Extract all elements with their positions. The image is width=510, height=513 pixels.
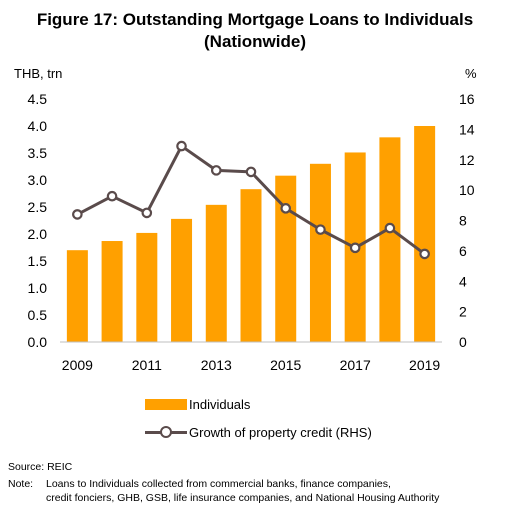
growth-point-2012 — [176, 140, 187, 152]
left-axis-unit: THB, trn — [14, 66, 63, 81]
growth-point-2015 — [280, 203, 292, 214]
chart-title-line1: Figure 17: Outstanding Mortgage Loans to… — [36, 10, 474, 29]
x-axis-tick-label: 2019 — [409, 357, 440, 373]
bar-2014 — [240, 189, 262, 342]
legend-bar-swatch — [145, 398, 187, 410]
bar-2009 — [66, 250, 88, 342]
right-axis-tick-label: 16 — [459, 91, 475, 107]
growth-point-2017 — [349, 242, 361, 254]
bar-2012 — [171, 218, 193, 342]
note-text-1: Loans to Individuals collected from comm… — [46, 478, 391, 490]
note-label: Note: — [8, 478, 34, 490]
bar-2019 — [414, 126, 436, 342]
right-axis-tick-label: 8 — [459, 213, 467, 229]
x-axis-tick-label: 2013 — [201, 357, 232, 373]
right-axis-tick-label: 12 — [459, 152, 475, 168]
left-axis-tick-label: 2.5 — [28, 199, 48, 215]
right-axis-tick-label: 10 — [459, 182, 475, 198]
right-axis-tick-label: 0 — [459, 334, 467, 350]
chart-title-line2: (Nationwide) — [204, 32, 306, 51]
x-axis-tick-label: 2009 — [62, 357, 93, 373]
legend-bars-label: Individuals — [189, 396, 251, 412]
source-text: Source: REIC — [8, 461, 73, 473]
right-axis-tick-label: 6 — [459, 243, 467, 259]
bar-2013 — [205, 204, 227, 342]
right-axis-tick-label: 14 — [459, 121, 475, 137]
legend-line-swatch — [145, 426, 187, 438]
x-axis-tick-label: 2011 — [132, 357, 162, 373]
bar-2018 — [379, 137, 401, 342]
right-axis-tick-label: 4 — [459, 273, 467, 289]
left-axis-tick-label: 3.5 — [28, 145, 48, 161]
note-line-1: Note: Loans to Individuals collected from… — [8, 477, 391, 491]
growth-point-2010 — [106, 190, 118, 202]
left-axis-tick-label: 1.5 — [28, 253, 48, 269]
left-axis-tick-label: 0.0 — [28, 334, 48, 350]
left-axis-tick-label: 4.5 — [28, 91, 48, 107]
legend-item-line: Growth of property credit (RHS) — [145, 422, 372, 442]
x-axis-tick-label: 2017 — [340, 357, 371, 373]
growth-point-2013 — [210, 165, 222, 176]
note-line-2: credit fonciers, GHB, GSB, life insuranc… — [46, 492, 440, 504]
left-axis-tick-label: 1.0 — [28, 280, 48, 296]
left-axis-tick-label: 3.0 — [28, 172, 48, 188]
legend-item-bars: Individuals — [145, 394, 250, 414]
bar-2016 — [309, 163, 331, 342]
growth-point-2014 — [245, 166, 257, 178]
growth-point-2019 — [419, 248, 430, 260]
right-axis-tick-label: 2 — [459, 304, 467, 320]
bar-2015 — [275, 175, 297, 342]
growth-point-2018 — [384, 222, 396, 234]
right-axis-unit: % — [465, 66, 477, 81]
x-axis-tick-label: 2015 — [270, 357, 301, 373]
left-axis-tick-label: 4.0 — [28, 118, 48, 134]
growth-point-2009 — [72, 209, 83, 220]
legend-line-label: Growth of property credit (RHS) — [189, 424, 372, 440]
left-axis-tick-label: 2.0 — [28, 226, 48, 242]
growth-point-2016 — [315, 224, 326, 235]
left-axis-tick-label: 0.5 — [28, 307, 48, 323]
growth-point-2011 — [141, 207, 153, 219]
bar-2010 — [101, 241, 123, 342]
bar-2011 — [136, 232, 158, 342]
